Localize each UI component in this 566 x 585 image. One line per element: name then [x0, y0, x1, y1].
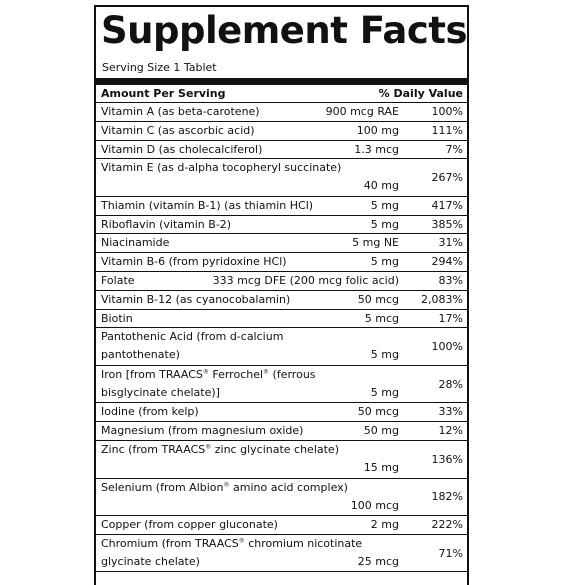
nutrient-daily-value: 83%	[438, 273, 463, 287]
nutrient-daily-value: 71%	[438, 546, 463, 560]
nutrient-name-cont: glycinate chelate)	[101, 554, 200, 568]
nutrient-name: Copper (from copper gluconate)	[101, 517, 278, 531]
nutrient-daily-value: 385%	[431, 217, 463, 231]
nutrient-name-cont: bisglycinate chelate)]	[101, 385, 220, 399]
nutrient-name: Thiamin (vitamin B-1) (as thiamin HCl)	[101, 198, 314, 212]
nutrient-row: Copper (from copper gluconate) 2 mg 222%	[96, 516, 467, 535]
nutrient-amount: 1.3 mcg	[354, 142, 399, 156]
nutrient-name: Vitamin D (as cholecalciferol)	[101, 142, 263, 156]
nutrient-daily-value: 7%	[445, 142, 463, 156]
nutrient-daily-value: 294%	[431, 255, 463, 269]
nutrient-name: Zinc (from TRAACS® zinc glycinate chelat…	[101, 443, 339, 457]
nutrient-name: Riboflavin (vitamin B-2)	[101, 217, 232, 231]
nutrient-daily-value: 33%	[438, 405, 463, 419]
nutrient-row: Vitamin B-6 (from pyridoxine HCl) 5 mg 294…	[96, 253, 467, 273]
nutrient-row: Riboflavin (vitamin B-2) 5 mg 385%	[96, 216, 467, 235]
nutrient-daily-value: 28%	[438, 377, 463, 391]
nutrient-row: Folate 333 mcg DFE (200 mcg folic acid) 83…	[96, 272, 467, 291]
nutrient-amount: 2 mg	[370, 517, 399, 531]
nutrient-row: Iron [from TRAACS® Ferrochel® (ferrous bi…	[96, 366, 467, 404]
nutrient-name: Chromium (from TRAACS® chromium nicotina…	[101, 536, 363, 550]
nutrient-row: Chromium (from TRAACS® chromium nicotina…	[96, 535, 467, 573]
nutrient-daily-value: 17%	[438, 311, 463, 325]
nutrient-name: Magnesium (from magnesium oxide)	[101, 424, 304, 438]
nutrient-daily-value: 31%	[438, 236, 463, 250]
nutrient-amount: 15 mg	[363, 461, 399, 475]
nutrient-row: Selenium (from Albion® amino acid comple…	[96, 479, 467, 517]
nutrient-daily-value: 100%	[431, 104, 463, 118]
nutrient-amount: 5 mg	[370, 217, 399, 231]
nutrient-amount: 50 mg	[363, 424, 399, 438]
nutrient-amount: 5 mg NE	[352, 236, 399, 250]
nutrient-daily-value: 417%	[431, 198, 463, 212]
nutrient-amount: 25 mcg	[357, 554, 399, 568]
nutrient-row: Iodine (from kelp) 50 mcg 33%	[96, 403, 467, 423]
amount-per-serving-header: Amount Per Serving	[101, 87, 226, 100]
nutrient-row: Vitamin C (as ascorbic acid) 100 mg 111%	[96, 122, 467, 141]
nutrient-daily-value: 136%	[431, 452, 463, 466]
nutrient-amount: 5 mg	[370, 348, 399, 362]
nutrient-amount: 100 mg	[356, 123, 399, 137]
nutrient-amount: 333 mcg DFE (200 mcg folic acid)	[212, 273, 399, 287]
nutrient-row: Pantothenic Acid (from d-calcium pantothe…	[96, 328, 467, 366]
daily-value-header: % Daily Value	[378, 87, 463, 100]
nutrient-amount: 5 mg	[370, 385, 399, 399]
nutrient-name: Iron [from TRAACS® Ferrochel® (ferrous	[101, 367, 316, 381]
nutrient-row: Thiamin (vitamin B-1) (as thiamin HCl) 5 …	[96, 197, 467, 216]
nutrient-amount: 5 mcg	[364, 311, 399, 325]
nutrient-row: Vitamin E (as d-alpha tocopheryl succina…	[96, 159, 467, 197]
nutrient-daily-value: 222%	[431, 517, 463, 531]
nutrient-name: Niacinamide	[101, 236, 170, 250]
nutrient-name-cont	[101, 497, 351, 515]
nutrient-daily-value: 111%	[431, 123, 463, 137]
nutrient-name: Vitamin B-6 (from pyridoxine HCl)	[101, 255, 287, 269]
nutrient-row: Niacinamide 5 mg NE 31%	[96, 234, 467, 254]
nutrient-name: Vitamin E (as d-alpha tocopheryl succina…	[101, 161, 342, 175]
nutrient-amount: 40 mg	[363, 179, 399, 193]
nutrient-name-cont	[101, 177, 364, 195]
nutrient-name: Biotin	[101, 311, 133, 325]
column-header: Amount Per Serving % Daily Value	[96, 85, 467, 103]
nutrient-amount: 100 mcg	[350, 498, 399, 512]
nutrient-name: Vitamin C (as ascorbic acid)	[101, 123, 255, 137]
nutrient-amount: 5 mg	[370, 198, 399, 212]
nutrient-daily-value: 100%	[431, 340, 463, 354]
nutrient-name-cont	[101, 459, 364, 477]
nutrient-row: Biotin 5 mcg 17%	[96, 310, 467, 329]
nutrient-daily-value: 267%	[431, 171, 463, 185]
panel-title: Supplement Facts	[101, 9, 468, 52]
nutrient-amount: 50 mcg	[357, 292, 399, 306]
nutrient-row: Zinc (from TRAACS® zinc glycinate chelat…	[96, 441, 467, 479]
nutrient-daily-value: 2,083%	[421, 292, 463, 306]
nutrient-name: Folate	[101, 273, 135, 287]
nutrient-name: Vitamin B-12 (as cyanocobalamin)	[101, 292, 291, 306]
nutrient-amount: 900 mcg RAE	[325, 104, 399, 118]
nutrient-row: Magnesium (from magnesium oxide) 50 mg 12%	[96, 422, 467, 442]
nutrient-name-cont: pantothenate)	[101, 348, 180, 362]
serving-size: Serving Size 1 Tablet	[102, 61, 217, 74]
nutrient-name: Iodine (from kelp)	[101, 405, 199, 419]
nutrient-list: Vitamin A (as beta-carotene) 900 mcg RAE 1…	[96, 103, 467, 573]
nutrient-amount: 50 mcg	[357, 405, 399, 419]
thick-divider	[96, 78, 467, 85]
nutrient-amount: 5 mg	[370, 255, 399, 269]
nutrient-row: Vitamin D (as cholecalciferol) 1.3 mcg 7%	[96, 141, 467, 160]
nutrient-row: Vitamin B-12 (as cyanocobalamin) 50 mcg 2,…	[96, 291, 467, 310]
nutrient-daily-value: 182%	[431, 490, 463, 504]
nutrient-name: Pantothenic Acid (from d-calcium	[101, 330, 284, 344]
supplement-facts-panel: Supplement Facts Serving Size 1 Tablet A…	[94, 5, 469, 585]
nutrient-name: Selenium (from Albion® amino acid comple…	[101, 480, 348, 494]
nutrient-daily-value: 12%	[438, 424, 463, 438]
nutrient-name: Vitamin A (as beta-carotene)	[101, 104, 260, 118]
nutrient-row: Vitamin A (as beta-carotene) 900 mcg RAE 1…	[96, 103, 467, 122]
